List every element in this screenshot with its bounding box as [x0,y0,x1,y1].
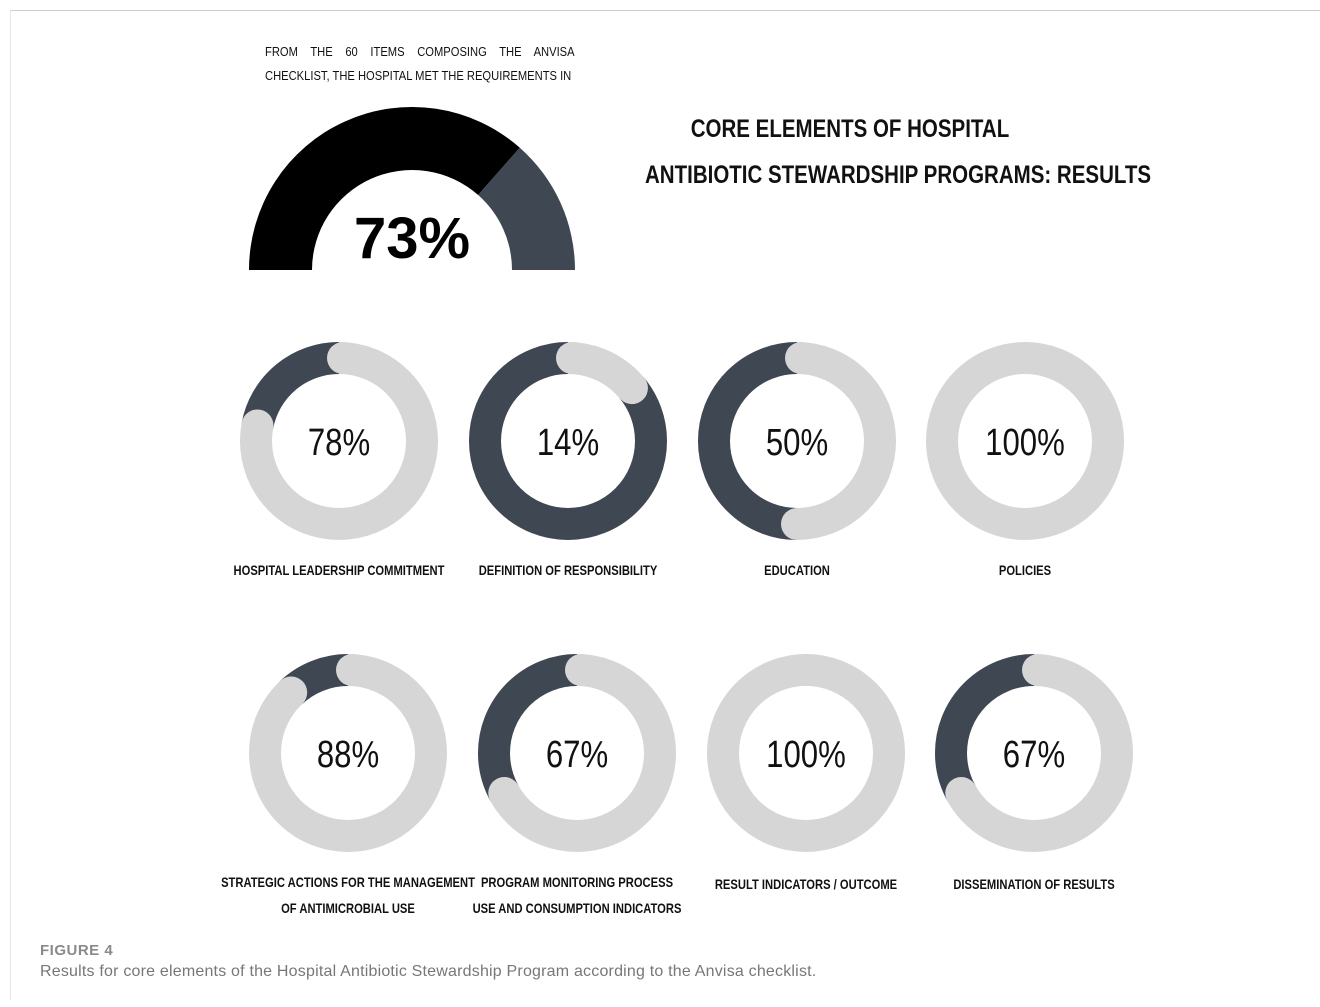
donut-value-label: 67% [546,734,608,776]
donut-category-label: DISSEMINATION OF RESULTS [898,871,1170,897]
intro-text: From the 60 items composing the Anvisa c… [265,44,575,83]
figure-frame [10,10,1320,1000]
figure-number: FIGURE 4 [40,942,114,959]
donut-track-cap [488,776,521,809]
donut-value-label: 100% [766,734,846,776]
donut-value-label: 67% [1003,734,1065,776]
donut-category-label: STRATEGIC ACTIONS FOR THE MANAGEMENT OF A… [212,869,484,921]
donut-category-label-line: EDUCATION [764,562,830,578]
donut-track-cap [781,508,813,540]
donut-category-label-line: POLICIES [998,562,1052,578]
donut-track-cap [565,654,597,686]
donut-track-cap [275,676,308,709]
donut-category-label-line: DISSEMINATION OF RESULTS [953,876,1115,892]
donut-value-label: 78% [308,422,370,464]
donut-category-label: DEFINITION OF RESPONSIBILITY [432,557,704,583]
donut-track-cap [327,342,359,374]
donut-track [707,654,905,852]
donut-track-cap [785,342,817,374]
donut-value-label: 88% [317,734,379,776]
donut-category-label-line: HOSPITAL LEADERSHIP COMMITMENT [233,562,445,578]
donut-track-cap [1022,654,1054,686]
donut-category-label-line: DEFINITION OF RESPONSIBILITY [478,562,658,578]
donut-value-label: 100% [985,422,1065,464]
gauge-segment-met [249,107,520,270]
gauge-value-label: 73% [354,206,470,271]
main-title-line-1: CORE ELEMENTS OF HOSPITAL [690,115,1010,143]
figure-caption-block: FIGURE 4 Results for core elements of th… [40,942,816,981]
donut-track-cap [945,776,978,809]
donut-track-cap [241,409,274,442]
donut-category-label: PROGRAM MONITORING PROCESS USE AND CONSUM… [441,869,713,921]
donut-value-label: 50% [766,422,828,464]
donut-category-label-line: OF ANTIMICROBIAL USE [281,900,415,916]
donut-category-label-line: RESULT INDICATORS / OUTCOME [714,876,898,892]
donut-category-label: EDUCATION [661,557,933,583]
donut-track-cap [336,654,368,686]
donut-category-label: HOSPITAL LEADERSHIP COMMITMENT [203,557,475,583]
donut-category-label: POLICIES [889,557,1161,583]
donut-category-label: RESULT INDICATORS / OUTCOME [670,871,942,897]
donut-track-cap [615,372,648,405]
donut-value-label: 14% [537,422,599,464]
donut-category-label-line: STRATEGIC ACTIONS FOR THE MANAGEMENT [221,874,475,890]
donut-category-label-line: USE AND CONSUMPTION INDICATORS [472,900,682,916]
donut-track-cap [556,342,588,374]
gauge-segment-remaining [478,147,575,270]
figure-caption: Results for core elements of the Hospita… [40,963,817,980]
donut-category-label-line: PROGRAM MONITORING PROCESS [480,874,674,890]
donut-track [926,342,1124,540]
